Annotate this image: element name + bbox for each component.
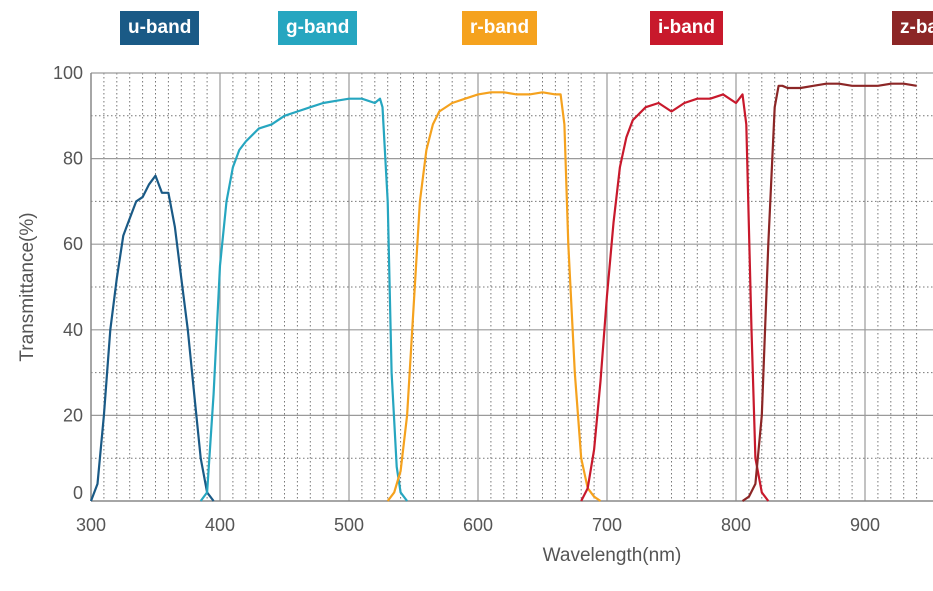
x-tick-label: 500 bbox=[334, 515, 364, 535]
y-tick-label: 20 bbox=[63, 405, 83, 425]
x-tick-label: 400 bbox=[205, 515, 235, 535]
chart-series bbox=[89, 82, 917, 502]
series-line-g-band bbox=[199, 97, 408, 502]
y-tick-label: 0 bbox=[73, 483, 83, 503]
series-line-z-band bbox=[741, 82, 917, 502]
y-tick-label: 40 bbox=[63, 320, 83, 340]
y-tick-label: 100 bbox=[53, 63, 83, 83]
x-axis-label: Wavelength(nm) bbox=[543, 545, 682, 566]
y-tick-label: 80 bbox=[63, 149, 83, 169]
legend-item-i-band: i-band bbox=[650, 11, 723, 45]
x-tick-label: 900 bbox=[850, 515, 880, 535]
series-line-u-band bbox=[89, 174, 215, 502]
series-line-r-band bbox=[386, 91, 602, 502]
x-tick-label: 300 bbox=[76, 515, 106, 535]
x-tick-label: 600 bbox=[463, 515, 493, 535]
chart-ticks: 300 400 500 600 700 800 900 0 20 40 60 80 100 bbox=[53, 63, 880, 535]
y-axis-label: Transmittance(%) bbox=[17, 212, 38, 361]
legend-item-r-band: r-band bbox=[462, 11, 538, 45]
legend-item-g-band: g-band bbox=[278, 11, 358, 45]
x-tick-label: 700 bbox=[592, 515, 622, 535]
legend-item-u-band: u-band bbox=[120, 11, 200, 45]
x-tick-label: 800 bbox=[721, 515, 751, 535]
y-tick-label: 60 bbox=[63, 234, 83, 254]
chart-grid bbox=[90, 72, 933, 502]
series-line-i-band bbox=[580, 93, 770, 502]
legend-item-z-band: z-band bbox=[892, 11, 933, 45]
